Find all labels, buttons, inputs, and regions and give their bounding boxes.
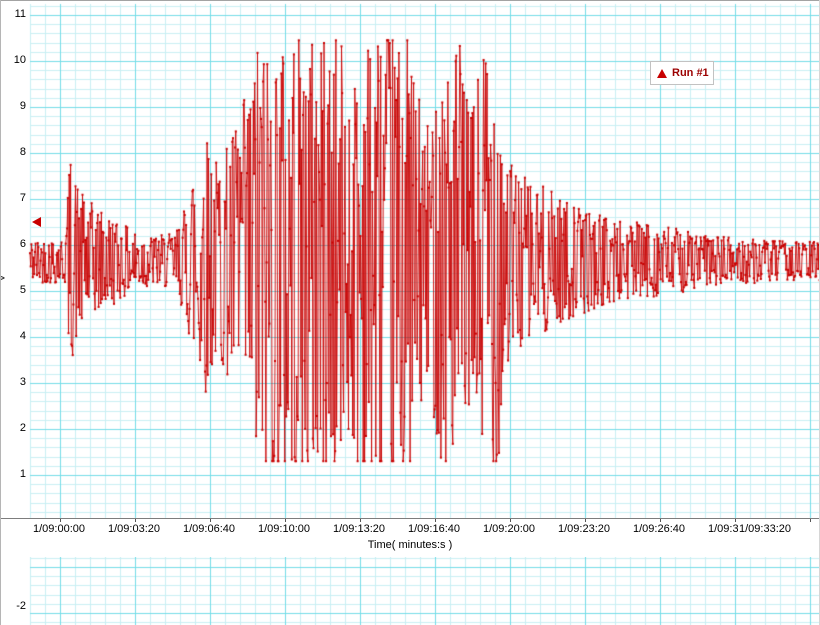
x-tick-mark — [660, 519, 661, 522]
x-tick-mark — [285, 519, 286, 522]
run1-triangle-icon — [657, 68, 667, 78]
x-tick-label: 1/09:33:20 — [738, 523, 792, 535]
x-tick-label: 1/09:26:40 — [632, 523, 686, 535]
x-tick-label: 1/09:23:20 — [557, 523, 611, 535]
axis-marker-icon[interactable] — [32, 217, 41, 227]
y-tick-label-negative: -2 — [16, 600, 26, 612]
y-tick-label: 11 — [14, 8, 26, 20]
x-tick-label: 1/09:06:40 — [182, 523, 236, 535]
x-axis-title: Time( minutes:s ) — [367, 539, 453, 551]
x-tick-mark — [810, 519, 811, 522]
x-tick-mark — [585, 519, 586, 522]
x-tick-mark — [360, 519, 361, 522]
x-tick-label: 1/09:10:00 — [257, 523, 311, 535]
y-tick-label: 10 — [13, 54, 26, 66]
window-top-border — [0, 0, 820, 1]
y-tick-label: 9 — [19, 100, 26, 112]
x-tick-label: 1/09:13:20 — [332, 523, 386, 535]
y-tick-label: 2 — [19, 422, 26, 434]
x-tick-label: 1/09:00:00 — [32, 523, 86, 535]
y-tick-label: 3 — [19, 376, 26, 388]
x-tick-mark — [210, 519, 211, 522]
window-left-border — [0, 0, 1, 625]
y-axis-title: V — [0, 274, 8, 281]
time-axis-ruler[interactable]: Time( minutes:s ) 1/09:00:00 1/09:03:20 1/… — [0, 518, 820, 557]
x-tick-mark — [60, 519, 61, 522]
x-tick-label: 1/09:20:00 — [482, 523, 536, 535]
x-tick-label: 1/09:03:20 — [107, 523, 161, 535]
y-tick-label: 7 — [19, 192, 26, 204]
x-tick-mark — [135, 519, 136, 522]
legend-run1[interactable]: Run #1 — [650, 61, 714, 85]
y-tick-label: 5 — [19, 284, 26, 296]
x-tick-label: 1/09:16:40 — [407, 523, 461, 535]
y-tick-label: 6 — [19, 238, 26, 250]
y-tick-label: 4 — [19, 330, 26, 342]
legend-label: Run #1 — [672, 67, 709, 79]
x-tick-mark — [435, 519, 436, 522]
y-tick-label: 8 — [19, 146, 26, 158]
x-tick-mark — [735, 519, 736, 522]
y-tick-label: 1 — [19, 468, 26, 480]
x-tick-mark — [510, 519, 511, 522]
